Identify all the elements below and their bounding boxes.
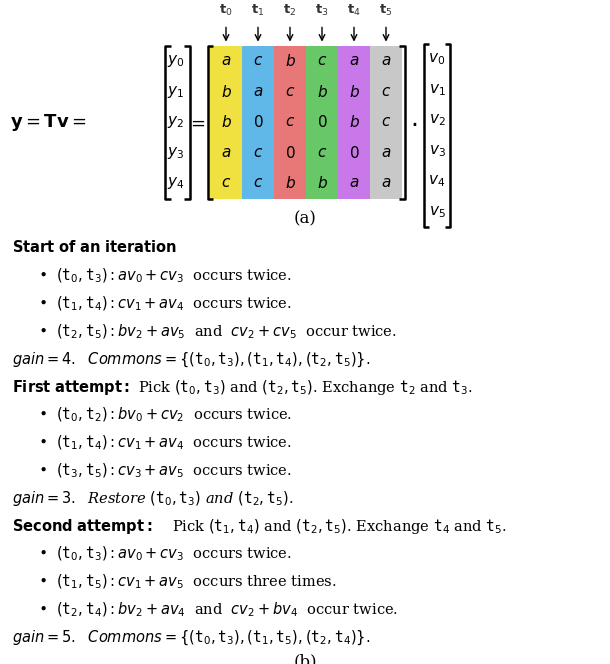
Text: Pick $(\mathtt{t}_0, \mathtt{t}_3)$ and $(\mathtt{t}_2, \mathtt{t}_5)$. Exchange: Pick $(\mathtt{t}_0, \mathtt{t}_3)$ and … xyxy=(138,378,473,397)
Text: $v_1$: $v_1$ xyxy=(429,82,445,98)
Text: $(\mathtt{t}_0, \mathtt{t}_3) : av_0 + cv_3$  occurs twice.: $(\mathtt{t}_0, \mathtt{t}_3) : av_0 + c… xyxy=(56,544,292,563)
Bar xyxy=(306,46,338,199)
Text: $y_4$: $y_4$ xyxy=(167,175,184,191)
Text: $\mathbf{t}_4$: $\mathbf{t}_4$ xyxy=(347,3,361,18)
Text: $a$: $a$ xyxy=(221,54,231,68)
Text: $\mathbf{y} = \mathbf{T}\mathbf{v} =$: $\mathbf{y} = \mathbf{T}\mathbf{v} =$ xyxy=(10,112,87,133)
Text: $y_2$: $y_2$ xyxy=(167,114,184,130)
Text: $\mathbf{t}_2$: $\mathbf{t}_2$ xyxy=(283,3,296,18)
Text: $b$: $b$ xyxy=(348,114,359,130)
Text: $(\mathtt{t}_1, \mathtt{t}_5) : cv_1 + av_5$  occurs three times.: $(\mathtt{t}_1, \mathtt{t}_5) : cv_1 + a… xyxy=(56,572,337,591)
Text: $\bullet$: $\bullet$ xyxy=(38,572,47,586)
Text: $\mathbf{t}_1$: $\mathbf{t}_1$ xyxy=(251,3,265,18)
Text: $\bullet$: $\bullet$ xyxy=(38,295,47,309)
Text: $\bullet$: $\bullet$ xyxy=(38,267,47,281)
Text: $y_3$: $y_3$ xyxy=(167,145,184,161)
Text: $\cdot$: $\cdot$ xyxy=(411,113,418,135)
Text: $0$: $0$ xyxy=(253,114,264,130)
Text: $\mathbf{t}_0$: $\mathbf{t}_0$ xyxy=(219,3,233,18)
Text: (b): (b) xyxy=(293,653,317,664)
Text: $v_4$: $v_4$ xyxy=(428,173,445,189)
Text: $c$: $c$ xyxy=(253,176,263,191)
Text: $c$: $c$ xyxy=(253,146,263,160)
Text: $b$: $b$ xyxy=(284,53,295,69)
Text: $(\mathtt{t}_3, \mathtt{t}_5) : cv_3 + av_5$  occurs twice.: $(\mathtt{t}_3, \mathtt{t}_5) : cv_3 + a… xyxy=(56,461,292,480)
Text: $0$: $0$ xyxy=(285,145,295,161)
Text: $\mathbf{t}_3$: $\mathbf{t}_3$ xyxy=(315,3,329,18)
Text: $v_5$: $v_5$ xyxy=(429,204,445,220)
Text: $c$: $c$ xyxy=(381,116,391,129)
Text: $\bullet$: $\bullet$ xyxy=(38,406,47,420)
Text: $a$: $a$ xyxy=(221,146,231,160)
Bar xyxy=(274,46,306,199)
Text: $b$: $b$ xyxy=(221,114,231,130)
Bar xyxy=(242,46,274,199)
Text: $a$: $a$ xyxy=(349,54,359,68)
Text: $v_3$: $v_3$ xyxy=(429,143,445,159)
Bar xyxy=(338,46,370,199)
Text: $=$: $=$ xyxy=(187,114,206,131)
Text: $(\mathtt{t}_2, \mathtt{t}_5) : bv_2 + av_5$  and  $cv_2 + cv_5$  occur twice.: $(\mathtt{t}_2, \mathtt{t}_5) : bv_2 + a… xyxy=(56,323,397,341)
Text: $(\mathtt{t}_1, \mathtt{t}_4) : cv_1 + av_4$  occurs twice.: $(\mathtt{t}_1, \mathtt{t}_4) : cv_1 + a… xyxy=(56,295,292,313)
Text: (a): (a) xyxy=(293,210,317,228)
Text: $c$: $c$ xyxy=(285,85,295,99)
Text: $b$: $b$ xyxy=(284,175,295,191)
Text: $a$: $a$ xyxy=(381,176,391,191)
Text: $a$: $a$ xyxy=(381,146,391,160)
Text: $(\mathtt{t}_0, \mathtt{t}_3) : av_0 + cv_3$  occurs twice.: $(\mathtt{t}_0, \mathtt{t}_3) : av_0 + c… xyxy=(56,267,292,286)
Text: $\mathbf{First\ attempt:}$: $\mathbf{First\ attempt:}$ xyxy=(12,378,130,397)
Text: $0$: $0$ xyxy=(349,145,359,161)
Text: $\bullet$: $\bullet$ xyxy=(38,461,47,475)
Text: $c$: $c$ xyxy=(317,54,327,68)
Text: $a$: $a$ xyxy=(349,176,359,191)
Bar xyxy=(370,46,402,199)
Text: $(\mathtt{t}_2, \mathtt{t}_4) : bv_2 + av_4$  and  $cv_2 + bv_4$  occur twice.: $(\mathtt{t}_2, \mathtt{t}_4) : bv_2 + a… xyxy=(56,600,398,619)
Text: Pick $(\mathtt{t}_1, \mathtt{t}_4)$ and $(\mathtt{t}_2, \mathtt{t}_5)$. Exchange: Pick $(\mathtt{t}_1, \mathtt{t}_4)$ and … xyxy=(172,517,507,536)
Text: $v_0$: $v_0$ xyxy=(428,51,445,67)
Text: $b$: $b$ xyxy=(317,175,328,191)
Text: $c$: $c$ xyxy=(253,54,263,68)
Text: $\mathbf{Second\ attempt:}$: $\mathbf{Second\ attempt:}$ xyxy=(12,517,152,536)
Text: $\bullet$: $\bullet$ xyxy=(38,434,47,448)
Text: $\mathbf{t}_5$: $\mathbf{t}_5$ xyxy=(379,3,393,18)
Text: $gain = 3.$  Restore $(\mathtt{t}_0, \mathtt{t}_3)$ and $(\mathtt{t}_2, \mathtt{: $gain = 3.$ Restore $(\mathtt{t}_0, \mat… xyxy=(12,489,293,508)
Text: $\bullet$: $\bullet$ xyxy=(38,544,47,559)
Text: $gain = 4.\ \ Commons = \{(\mathtt{t}_0, \mathtt{t}_3), (\mathtt{t}_1, \mathtt{t: $gain = 4.\ \ Commons = \{(\mathtt{t}_0,… xyxy=(12,350,370,369)
Bar xyxy=(210,46,242,199)
Text: $(\mathtt{t}_1, \mathtt{t}_4) : cv_1 + av_4$  occurs twice.: $(\mathtt{t}_1, \mathtt{t}_4) : cv_1 + a… xyxy=(56,434,292,452)
Text: $c$: $c$ xyxy=(221,176,231,191)
Text: $c$: $c$ xyxy=(285,116,295,129)
Text: $0$: $0$ xyxy=(317,114,328,130)
Text: $y_0$: $y_0$ xyxy=(167,53,184,69)
Text: $\mathbf{Start\ of\ an\ iteration}$: $\mathbf{Start\ of\ an\ iteration}$ xyxy=(12,239,177,255)
Text: $\bullet$: $\bullet$ xyxy=(38,600,47,614)
Text: $c$: $c$ xyxy=(317,146,327,160)
Text: $a$: $a$ xyxy=(381,54,391,68)
Text: $b$: $b$ xyxy=(221,84,231,100)
Text: $y_1$: $y_1$ xyxy=(167,84,184,100)
Text: $\bullet$: $\bullet$ xyxy=(38,323,47,337)
Text: $gain = 5.\ \ Commons = \{(\mathtt{t}_0, \mathtt{t}_3), (\mathtt{t}_1, \mathtt{t: $gain = 5.\ \ Commons = \{(\mathtt{t}_0,… xyxy=(12,628,370,647)
Text: $b$: $b$ xyxy=(317,84,328,100)
Text: $a$: $a$ xyxy=(253,85,263,99)
Text: $(\mathtt{t}_0, \mathtt{t}_2) : bv_0 + cv_2$  occurs twice.: $(\mathtt{t}_0, \mathtt{t}_2) : bv_0 + c… xyxy=(56,406,292,424)
Text: $b$: $b$ xyxy=(348,84,359,100)
Text: $c$: $c$ xyxy=(381,85,391,99)
Text: $v_2$: $v_2$ xyxy=(429,112,445,128)
